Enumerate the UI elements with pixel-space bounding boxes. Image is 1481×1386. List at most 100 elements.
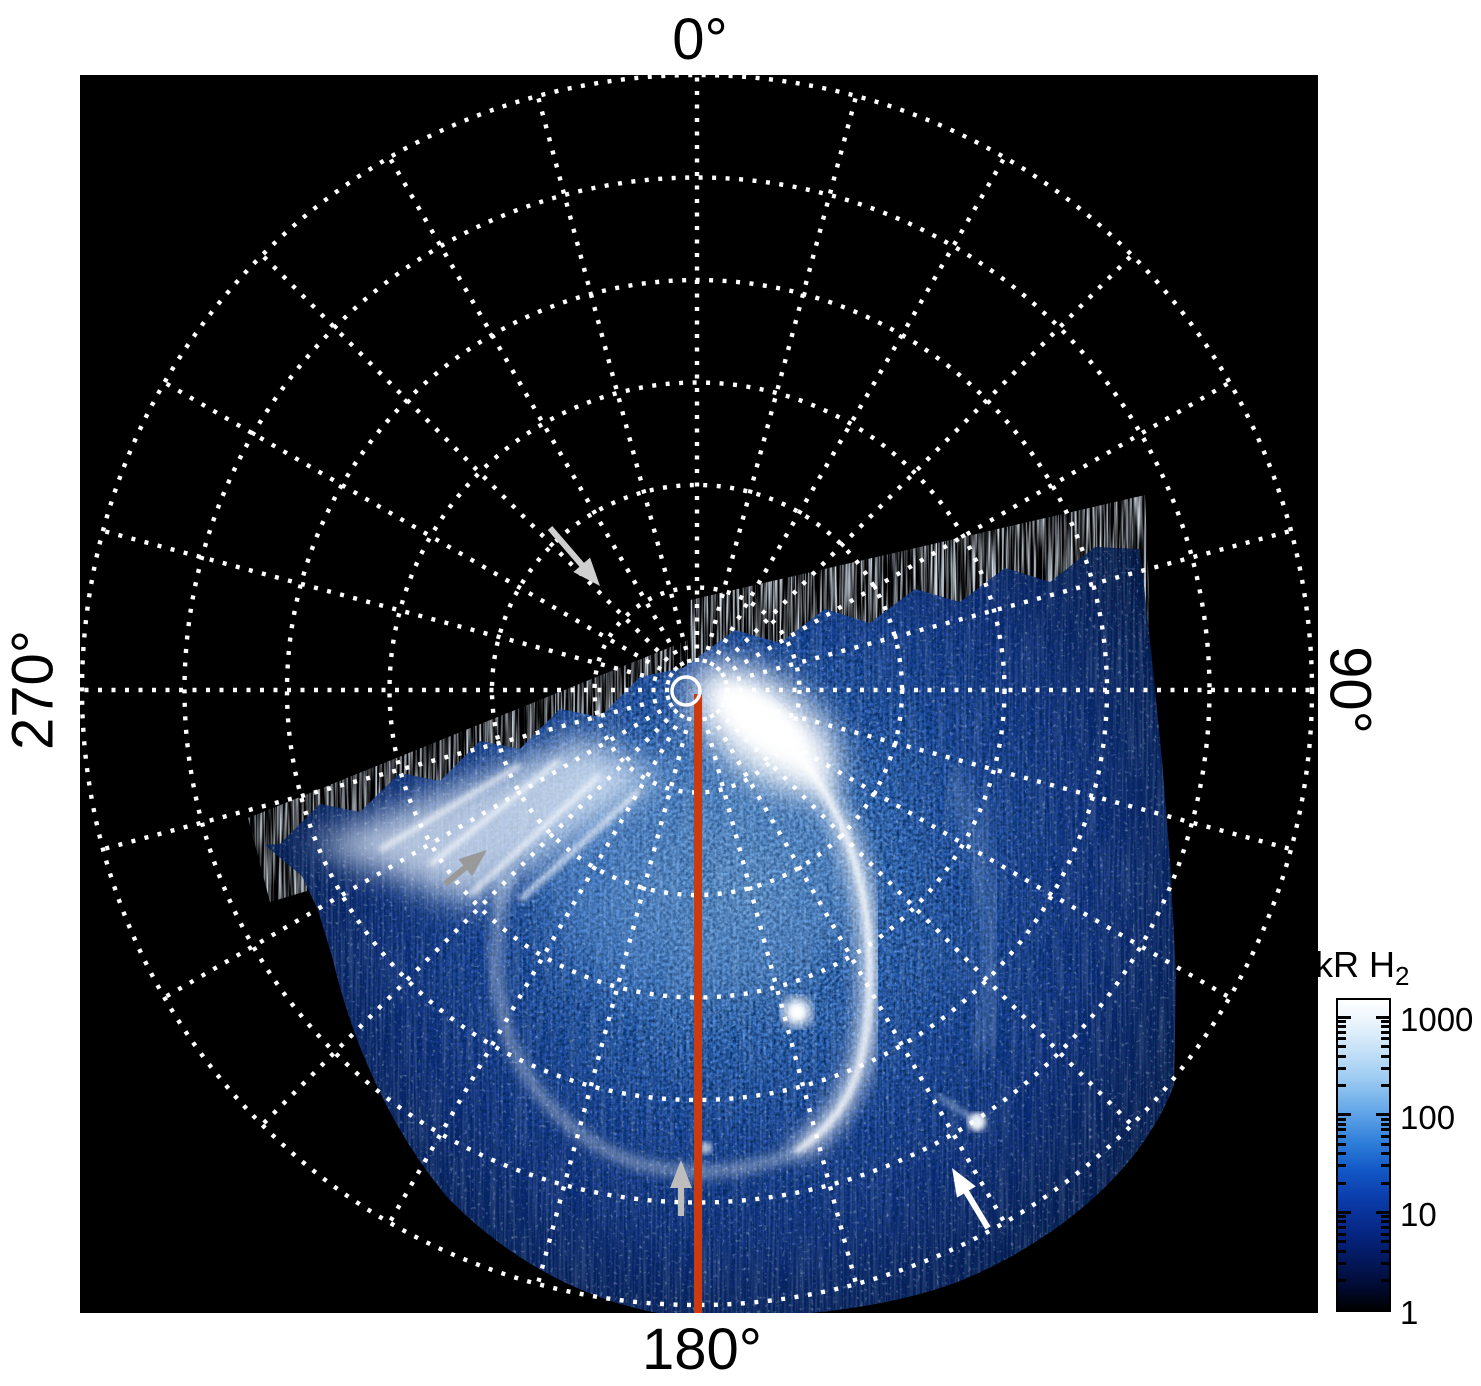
colorbar-minor-tick	[1338, 1037, 1346, 1041]
colorbar-minor-tick	[1381, 1117, 1389, 1121]
dawn-fan-streaks	[378, 758, 642, 902]
colorbar-minor-tick	[1381, 1279, 1389, 1283]
bright-spot-small	[700, 1142, 712, 1154]
colorbar-minor-tick	[1338, 1083, 1346, 1087]
colorbar-minor-tick	[1338, 1232, 1346, 1236]
colorbar-minor-tick	[1338, 1045, 1346, 1049]
colorbar-minor-tick	[1381, 1164, 1389, 1168]
grid-spoke	[720, 380, 1231, 678]
colorbar-minor-tick	[1381, 1261, 1389, 1265]
colorbar-title-text: kR H	[1315, 944, 1395, 985]
colorbar-minor-tick	[1338, 1181, 1346, 1185]
colorbar-minor-tick	[1338, 1117, 1346, 1121]
colorbar-minor-tick	[1338, 1152, 1346, 1156]
colorbar-minor-tick	[1338, 1215, 1346, 1219]
colorbar-minor-tick	[1381, 1134, 1389, 1138]
colorbar-minor-tick	[1381, 1045, 1389, 1049]
colorbar	[1336, 998, 1391, 1312]
colorbar-title-subscript: 2	[1395, 961, 1410, 992]
colorbar-major-tick	[1338, 1015, 1351, 1019]
colorbar-minor-tick	[1338, 1025, 1346, 1029]
colorbar-minor-tick	[1381, 1037, 1389, 1041]
main-oval-arc-dusk	[785, 740, 873, 1155]
angle-label-270: 270°	[0, 630, 66, 750]
colorbar-minor-tick	[1381, 1083, 1389, 1087]
grid-spoke	[723, 695, 1292, 852]
colorbar-minor-tick	[1381, 1226, 1389, 1229]
colorbar-minor-tick	[1338, 1261, 1346, 1265]
colorbar-tick-label: 1000	[1400, 1001, 1474, 1039]
grid-spoke	[715, 253, 1134, 672]
colorbar-minor-tick	[1381, 1152, 1389, 1156]
colorbar-minor-tick	[1381, 1030, 1389, 1034]
angle-label-0: 0°	[672, 7, 728, 72]
colorbar-minor-tick	[1338, 1066, 1346, 1070]
grid-circle	[592, 585, 802, 795]
colorbar-minor-tick	[1338, 1226, 1346, 1229]
colorbar-minor-tick	[1338, 1279, 1346, 1283]
colorbar-major-tick	[1376, 1015, 1389, 1019]
colorbar-minor-tick	[1338, 1142, 1346, 1146]
grid-spoke	[709, 156, 1007, 667]
colorbar-major-tick	[1338, 1210, 1351, 1214]
pole-marker-circle	[670, 675, 702, 707]
grid-spoke	[702, 716, 859, 1285]
grid-spoke	[102, 528, 671, 685]
arrow-dawn-fan-head	[458, 850, 487, 877]
grid-spoke	[709, 713, 1007, 1224]
colorbar-minor-tick	[1381, 1025, 1389, 1029]
arrow-bright-spot-shaft	[960, 1185, 991, 1230]
grid-circle	[182, 175, 1212, 1205]
colorbar-minor-tick	[1381, 1066, 1389, 1070]
grid-spoke	[163, 702, 674, 1000]
grid-circle	[387, 380, 1007, 1000]
angle-label-180: 180°	[642, 1317, 762, 1382]
colorbar-minor-tick	[1338, 1134, 1346, 1138]
colorbar-minor-tick	[1338, 1240, 1346, 1244]
grid-spoke	[163, 380, 674, 678]
reference-annotations	[670, 675, 702, 1313]
colorbar-minor-tick	[1381, 1240, 1389, 1244]
colorbar-major-tick	[1338, 1308, 1351, 1312]
colorbar-tick-label: 10	[1400, 1196, 1437, 1234]
bright-spot-outer-tail	[936, 1093, 979, 1125]
colorbar-minor-tick	[1381, 1020, 1389, 1024]
grid-circle	[79, 72, 1315, 1308]
main-oval-arc-bottom-left	[493, 871, 797, 1176]
colorbar-tick-label: 100	[1400, 1098, 1456, 1136]
grid-spoke	[723, 528, 1292, 685]
colorbar-minor-tick	[1381, 1142, 1389, 1146]
colorbar-minor-tick	[1338, 1249, 1346, 1253]
colorbar-minor-tick	[1381, 1122, 1389, 1126]
grid-spoke	[387, 713, 685, 1224]
colorbar-minor-tick	[1381, 1220, 1389, 1224]
colorbar-minor-tick	[1338, 1164, 1346, 1168]
colorbar-minor-tick	[1338, 1054, 1346, 1058]
colorbar-minor-tick	[1338, 1122, 1346, 1126]
colorbar-minor-tick	[1381, 1128, 1389, 1132]
arrow-bright-spot-head	[952, 1168, 976, 1198]
bright-spot-inner	[790, 1005, 804, 1019]
grid-spoke	[535, 716, 692, 1285]
grid-spoke	[260, 253, 679, 672]
grid-spoke	[720, 702, 1231, 1000]
grid-spoke	[102, 695, 671, 852]
colorbar-major-tick	[1338, 1113, 1351, 1117]
colorbar-minor-tick	[1381, 1181, 1389, 1185]
colorbar-major-tick	[1376, 1210, 1389, 1214]
colorbar-minor-tick	[1381, 1215, 1389, 1219]
colorbar-minor-tick	[1381, 1054, 1389, 1058]
arrow-polar-cap-head	[573, 557, 600, 586]
colorbar-title: kR H2	[1315, 944, 1409, 992]
grid-spoke	[535, 95, 692, 664]
colorbar-minor-tick	[1381, 1232, 1389, 1236]
arrow-polar-cap-shaft	[547, 526, 588, 572]
colorbar-tick-label: 1	[1400, 1294, 1419, 1331]
grid-spoke	[260, 708, 679, 1127]
bright-auroral-core-center	[718, 685, 806, 759]
grid-spoke	[387, 156, 685, 667]
arrow-midnight-head	[670, 1160, 692, 1188]
angle-label-90: 90°	[1317, 646, 1383, 734]
colorbar-minor-tick	[1338, 1220, 1346, 1224]
